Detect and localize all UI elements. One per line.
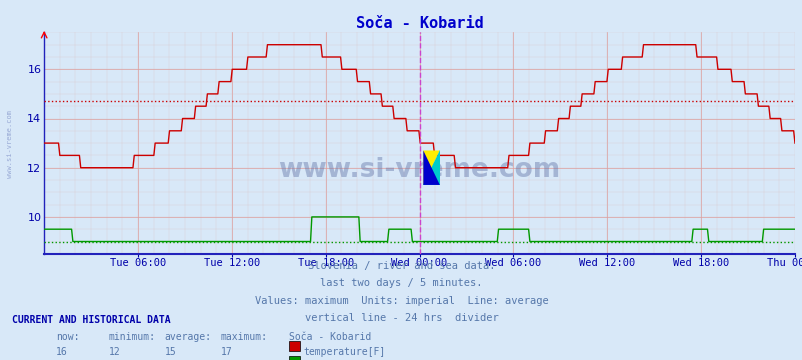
- Text: vertical line - 24 hrs  divider: vertical line - 24 hrs divider: [304, 313, 498, 323]
- Text: Soča - Kobarid: Soča - Kobarid: [289, 332, 371, 342]
- Text: 16: 16: [56, 347, 68, 357]
- Title: Soča - Kobarid: Soča - Kobarid: [355, 16, 483, 31]
- Polygon shape: [423, 150, 439, 185]
- Text: 15: 15: [164, 347, 176, 357]
- Text: 12: 12: [108, 347, 120, 357]
- Polygon shape: [423, 150, 439, 185]
- Text: maximum:: maximum:: [221, 332, 268, 342]
- Text: last two days / 5 minutes.: last two days / 5 minutes.: [320, 278, 482, 288]
- Text: CURRENT AND HISTORICAL DATA: CURRENT AND HISTORICAL DATA: [12, 315, 171, 325]
- Text: average:: average:: [164, 332, 212, 342]
- Text: minimum:: minimum:: [108, 332, 156, 342]
- Text: www.si-vreme.com: www.si-vreme.com: [6, 110, 13, 178]
- Text: Values: maximum  Units: imperial  Line: average: Values: maximum Units: imperial Line: av…: [254, 296, 548, 306]
- Text: temperature[F]: temperature[F]: [303, 347, 385, 357]
- Polygon shape: [423, 150, 439, 185]
- Text: now:: now:: [56, 332, 79, 342]
- Text: www.si-vreme.com: www.si-vreme.com: [278, 157, 560, 183]
- Text: Slovenia / river and sea data.: Slovenia / river and sea data.: [307, 261, 495, 271]
- Text: 17: 17: [221, 347, 233, 357]
